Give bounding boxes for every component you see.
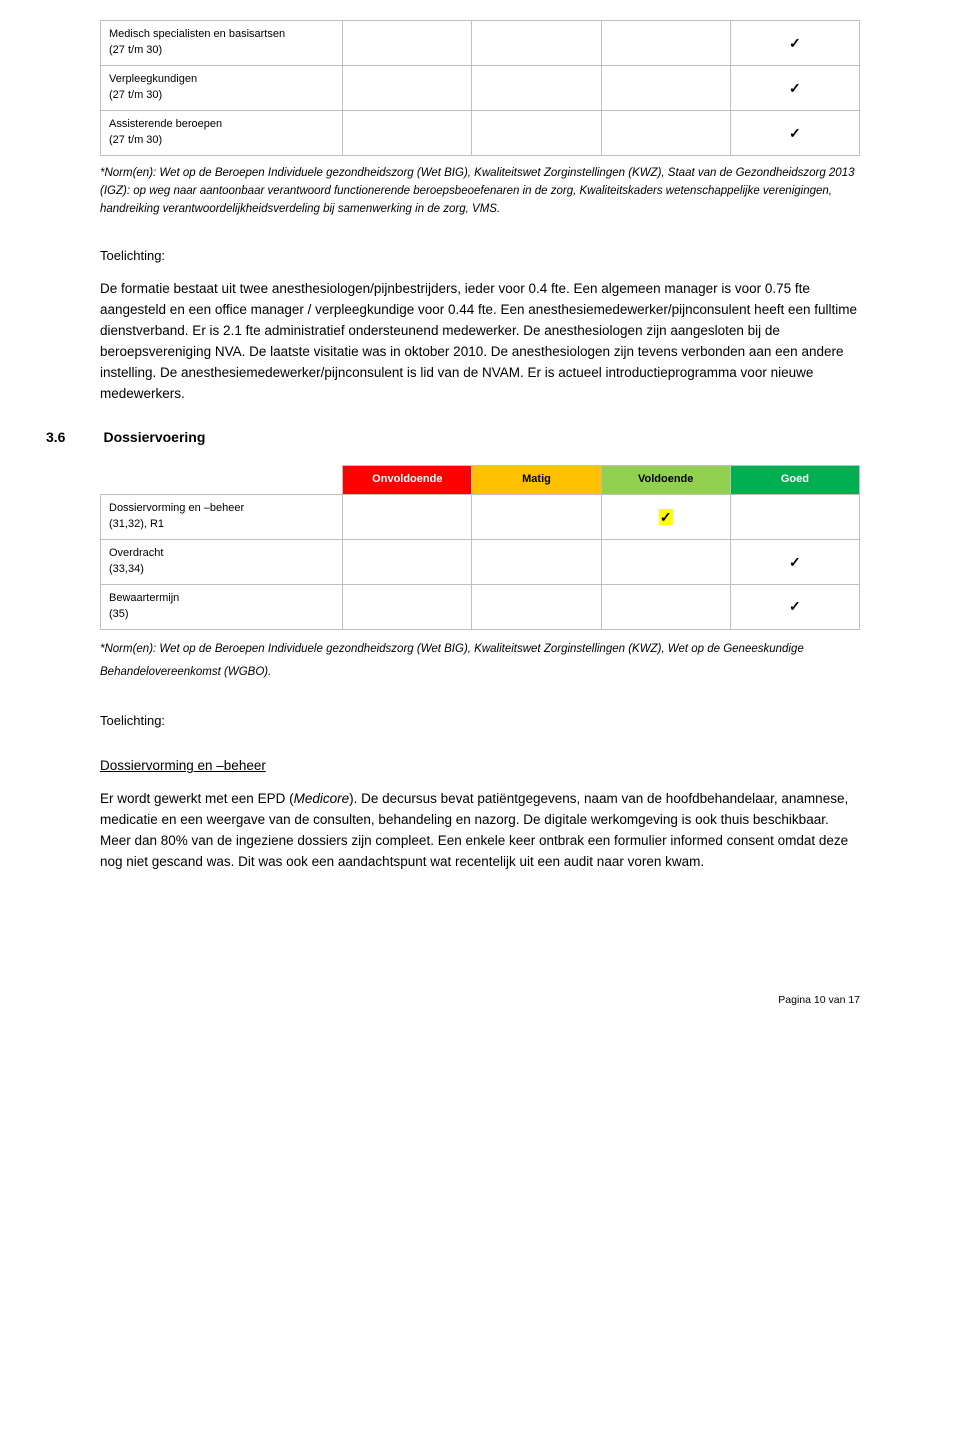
cell-voldoende [601,21,730,66]
cell-goed: ✓ [730,21,859,66]
cell-goed: ✓ [730,65,859,110]
cell-voldoende [601,65,730,110]
cell-onvoldoende [343,539,472,584]
cell-onvoldoende [343,65,472,110]
table-row: Assisterende beroepen (27 t/m 30) ✓ [101,110,860,155]
row-label: Dossiervorming en –beheer (31,32), R1 [101,494,343,539]
check-icon: ✓ [789,554,801,570]
cell-goed: ✓ [730,539,859,584]
norm-text-1: *Norm(en): Wet op de Beroepen Individuel… [100,164,860,219]
section-title: Dossiervoering [103,427,205,447]
table-row: Verpleegkundigen (27 t/m 30) ✓ [101,65,860,110]
cell-goed [730,494,859,539]
cell-onvoldoende [343,494,472,539]
cell-onvoldoende [343,584,472,629]
check-icon: ✓ [789,80,801,96]
cell-onvoldoende [343,110,472,155]
cell-goed: ✓ [730,584,859,629]
cell-matig [472,584,601,629]
cell-voldoende [601,539,730,584]
table-header-row: Onvoldoende Matig Voldoende Goed [101,465,860,494]
row-label: Assisterende beroepen (27 t/m 30) [101,110,343,155]
cell-matig [472,539,601,584]
toelichting-heading: Toelichting: [100,247,860,266]
row-label: Verpleegkundigen (27 t/m 30) [101,65,343,110]
section-number: 3.6 [46,427,65,447]
cell-voldoende [601,584,730,629]
cell-matig [472,110,601,155]
col-matig: Matig [472,465,601,494]
text-emphasis: Medicore [294,791,350,806]
text-part-a: Er wordt gewerkt met een EPD ( [100,791,294,806]
toelichting-body-2: Er wordt gewerkt met een EPD (Medicore).… [100,789,860,873]
cell-voldoende [601,110,730,155]
toelichting-heading-2: Toelichting: [100,712,860,731]
row-label: Overdracht (33,34) [101,539,343,584]
check-icon: ✓ [789,598,801,614]
check-icon: ✓ [659,509,673,525]
table-dossiervoering: Onvoldoende Matig Voldoende Goed Dossier… [100,465,860,630]
norm-text-2: *Norm(en): Wet op de Beroepen Individuel… [100,638,860,684]
check-icon: ✓ [789,35,801,51]
cell-voldoende: ✓ [601,494,730,539]
cell-matig [472,494,601,539]
table-row: Overdracht (33,34) ✓ [101,539,860,584]
col-onvoldoende: Onvoldoende [343,465,472,494]
row-label: Bewaartermijn (35) [101,584,343,629]
col-voldoende: Voldoende [601,465,730,494]
table-professionals-body: Medisch specialisten en basisartsen (27 … [101,21,860,156]
cell-matig [472,65,601,110]
cell-goed: ✓ [730,110,859,155]
empty-header [101,465,343,494]
row-label: Medisch specialisten en basisartsen (27 … [101,21,343,66]
check-icon: ✓ [789,125,801,141]
table-professionals: Medisch specialisten en basisartsen (27 … [100,20,860,156]
cell-matig [472,21,601,66]
section-header: 3.6 Dossiervoering [46,427,860,447]
page-footer: Pagina 10 van 17 [100,993,860,1008]
col-goed: Goed [730,465,859,494]
table-row: Dossiervorming en –beheer (31,32), R1 ✓ [101,494,860,539]
subsection-heading: Dossiervorming en –beheer [100,756,860,776]
toelichting-body-1: De formatie bestaat uit twee anesthesiol… [100,279,860,405]
table-row: Medisch specialisten en basisartsen (27 … [101,21,860,66]
table-row: Bewaartermijn (35) ✓ [101,584,860,629]
cell-onvoldoende [343,21,472,66]
table-dossiervoering-body: Dossiervorming en –beheer (31,32), R1 ✓ … [101,494,860,629]
